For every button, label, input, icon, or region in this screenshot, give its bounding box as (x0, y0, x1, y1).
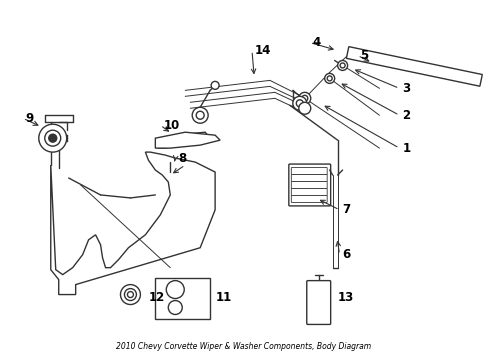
Text: 7: 7 (342, 203, 350, 216)
FancyBboxPatch shape (306, 280, 330, 324)
Text: 4: 4 (312, 36, 320, 49)
Text: 11: 11 (216, 291, 232, 304)
Text: 1: 1 (402, 141, 409, 155)
FancyBboxPatch shape (291, 195, 326, 202)
Polygon shape (155, 132, 220, 148)
Polygon shape (51, 152, 215, 294)
Text: 3: 3 (402, 82, 409, 95)
Circle shape (120, 285, 140, 305)
Text: 2: 2 (402, 109, 409, 122)
Circle shape (337, 60, 347, 71)
Text: 8: 8 (178, 152, 186, 165)
Polygon shape (346, 47, 481, 86)
FancyBboxPatch shape (155, 278, 210, 319)
FancyBboxPatch shape (291, 167, 326, 175)
FancyBboxPatch shape (291, 181, 326, 189)
Text: 12: 12 (148, 291, 164, 304)
Text: 10: 10 (163, 119, 179, 132)
Text: 14: 14 (254, 44, 271, 57)
Text: 5: 5 (360, 49, 368, 62)
Circle shape (298, 92, 310, 104)
FancyBboxPatch shape (291, 189, 326, 195)
FancyBboxPatch shape (291, 175, 326, 181)
Circle shape (292, 96, 306, 110)
Circle shape (298, 102, 310, 114)
Circle shape (39, 124, 66, 152)
Circle shape (192, 107, 208, 123)
Text: 6: 6 (342, 248, 350, 261)
Text: 9: 9 (26, 112, 34, 125)
Circle shape (324, 73, 334, 84)
Text: 13: 13 (337, 291, 353, 304)
Text: 2010 Chevy Corvette Wiper & Washer Components, Body Diagram: 2010 Chevy Corvette Wiper & Washer Compo… (116, 342, 371, 351)
Circle shape (49, 134, 57, 142)
Circle shape (211, 81, 219, 89)
Polygon shape (158, 132, 210, 148)
